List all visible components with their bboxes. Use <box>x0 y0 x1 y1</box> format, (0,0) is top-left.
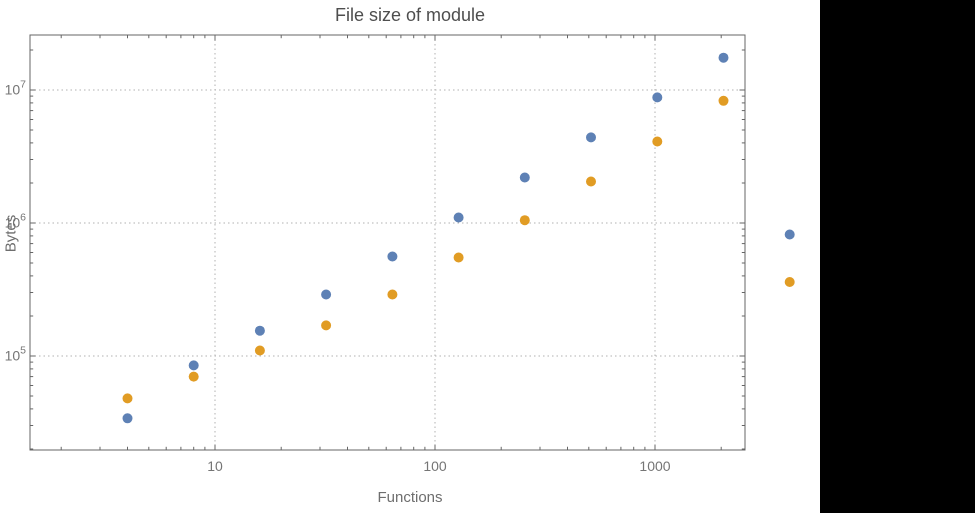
data-point <box>718 95 729 106</box>
series-blue-points <box>122 52 795 424</box>
data-point <box>784 277 795 287</box>
data-point <box>519 172 530 183</box>
gridlines <box>30 35 745 450</box>
y-tick-label: 107 <box>5 79 27 98</box>
axis-ticks <box>30 35 745 450</box>
data-point <box>519 215 530 226</box>
data-point <box>652 92 663 103</box>
x-tick-label: 10 <box>207 458 223 474</box>
data-point <box>188 360 199 371</box>
data-point <box>321 320 332 331</box>
x-axis-label: Functions <box>377 489 443 506</box>
data-point <box>784 229 795 240</box>
y-axis-label: Bytes <box>2 214 20 253</box>
data-point <box>453 212 464 223</box>
data-point <box>586 132 596 143</box>
data-point <box>254 325 265 336</box>
plot-frame <box>29 34 746 451</box>
y-tick-label: 105 <box>5 345 27 364</box>
chart-title: File size of module <box>334 5 486 25</box>
data-point <box>122 413 133 424</box>
x-tick-label: 1000 <box>639 458 670 474</box>
data-point <box>387 289 398 300</box>
data-point <box>586 176 596 187</box>
data-point <box>188 371 199 382</box>
x-tick-label: 100 <box>423 458 447 474</box>
data-point <box>254 345 265 356</box>
data-point <box>122 393 133 404</box>
data-point <box>718 52 729 63</box>
data-point <box>387 251 398 262</box>
chart-panel: 10 100 1000 105 106 107 File size of module F… <box>0 0 820 513</box>
data-point <box>321 289 332 300</box>
data-point <box>453 252 464 263</box>
data-point <box>652 136 663 147</box>
series-orange-points <box>122 95 795 404</box>
